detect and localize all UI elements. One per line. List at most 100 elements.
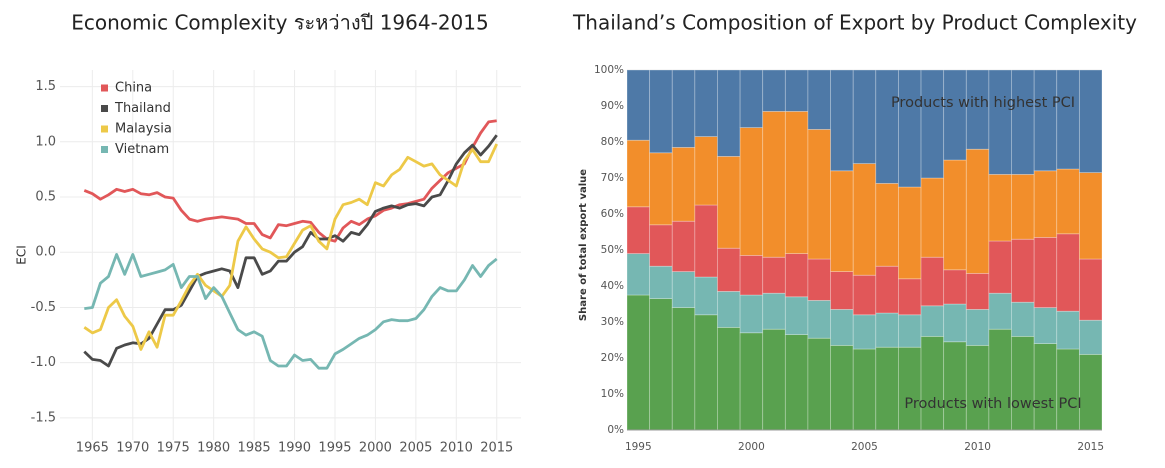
bar-segment bbox=[784, 69, 809, 112]
bar-segment bbox=[875, 346, 899, 431]
bar-segment bbox=[739, 127, 764, 256]
bar-segment bbox=[671, 146, 696, 222]
annotation: Products with lowest PCI bbox=[904, 396, 1081, 412]
legend-label: Thailand bbox=[114, 101, 171, 116]
bar-segment bbox=[694, 204, 718, 278]
legend-label: China bbox=[115, 81, 152, 96]
bar-segment bbox=[1011, 238, 1035, 303]
bar-segment bbox=[898, 69, 922, 188]
x-tick-label: 2000 bbox=[359, 441, 392, 456]
x-tick-label: 2005 bbox=[399, 441, 432, 456]
bar-segment bbox=[1056, 69, 1080, 170]
annotation: Products with highest PCI bbox=[891, 95, 1075, 111]
series-line bbox=[83, 134, 498, 368]
bar-segment bbox=[694, 136, 718, 206]
bar-segment bbox=[988, 328, 1012, 431]
y-tick-label: 30% bbox=[601, 316, 624, 328]
series-line bbox=[83, 119, 497, 243]
bar-segment bbox=[784, 111, 809, 254]
bar-segment bbox=[784, 334, 809, 431]
legend-swatch bbox=[101, 105, 108, 112]
series-line bbox=[83, 143, 498, 351]
bar-segment bbox=[762, 292, 786, 330]
y-tick-label: 50% bbox=[601, 244, 624, 256]
bar-segment bbox=[965, 272, 990, 310]
bar-segment bbox=[852, 163, 877, 276]
bar-segment bbox=[694, 314, 718, 431]
bar-segment bbox=[1033, 343, 1058, 431]
x-tick-label: 1995 bbox=[318, 441, 351, 456]
bar-segment bbox=[1011, 69, 1035, 175]
bar-segment bbox=[920, 256, 945, 307]
y-tick-label: 0% bbox=[607, 424, 624, 436]
bar-segment bbox=[875, 312, 899, 348]
x-tick-label: 1970 bbox=[116, 441, 149, 456]
chart-title: Thailand’s Composition of Export by Prod… bbox=[572, 11, 1137, 35]
bar-segment bbox=[988, 69, 1012, 175]
bar-segment bbox=[807, 128, 831, 260]
x-tick-label: 2015 bbox=[1077, 441, 1104, 453]
bar-segment bbox=[943, 69, 967, 161]
chart-title: Economic Complexity ระหว่างปี 1964-2015 bbox=[71, 11, 488, 35]
bar-segment bbox=[875, 69, 899, 184]
y-tick-label: 0.5 bbox=[35, 190, 56, 205]
y-tick-label: 20% bbox=[601, 352, 624, 364]
bar-segment bbox=[671, 271, 696, 309]
x-tick-label: 1975 bbox=[157, 441, 190, 456]
bar-segment bbox=[830, 69, 854, 172]
legend-label: Malaysia bbox=[115, 122, 172, 137]
x-tick-label: 1965 bbox=[76, 441, 109, 456]
bar-segment bbox=[717, 155, 741, 249]
bar-segment bbox=[1056, 348, 1080, 431]
y-tick-label: 70% bbox=[601, 172, 624, 184]
x-tick-label: 2010 bbox=[964, 441, 991, 453]
bar-segment bbox=[898, 278, 922, 316]
bar-segment bbox=[626, 206, 651, 255]
bar-segment bbox=[943, 269, 967, 305]
bar-segment bbox=[1011, 301, 1035, 337]
bar-segment bbox=[1033, 69, 1058, 172]
y-tick-label: 40% bbox=[601, 280, 624, 292]
bar-segment bbox=[784, 296, 809, 335]
bar-segment bbox=[830, 344, 854, 431]
bar-segment bbox=[694, 69, 718, 137]
bar-segment bbox=[807, 258, 831, 301]
bar-segment bbox=[671, 69, 696, 148]
bar-segment bbox=[920, 69, 945, 179]
bar-segment bbox=[898, 186, 922, 280]
bar-segment bbox=[1033, 170, 1058, 238]
y-tick-label: -0.5 bbox=[31, 300, 56, 315]
bar-segment bbox=[943, 303, 967, 343]
bar-segment bbox=[1033, 236, 1058, 308]
x-tick-label: 1985 bbox=[238, 441, 271, 456]
bar-segment bbox=[1056, 310, 1080, 350]
bar-segment bbox=[762, 111, 786, 258]
bar-segment bbox=[852, 314, 877, 350]
bar-segment bbox=[739, 332, 764, 431]
bar-segment bbox=[739, 294, 764, 334]
y-tick-label: 100% bbox=[594, 64, 624, 76]
bar-segment bbox=[988, 173, 1012, 242]
bar-segment bbox=[626, 69, 651, 141]
bar-segment bbox=[717, 69, 741, 157]
x-tick-label: 2005 bbox=[851, 441, 878, 453]
y-tick-label: 80% bbox=[601, 136, 624, 148]
y-axis-title: Share of total export value bbox=[578, 169, 589, 321]
x-tick-label: 1990 bbox=[278, 441, 311, 456]
bar-segment bbox=[717, 326, 741, 431]
bar-segment bbox=[965, 148, 990, 274]
bar-segment bbox=[649, 265, 673, 300]
bar-segment bbox=[1078, 172, 1103, 260]
bar-segment bbox=[671, 307, 696, 431]
bar-segment bbox=[671, 220, 696, 272]
bar-segment bbox=[898, 314, 922, 348]
bar-segment bbox=[1078, 258, 1103, 321]
bar-segment bbox=[943, 159, 967, 271]
bar-segment bbox=[898, 346, 922, 431]
bar-segment bbox=[965, 344, 990, 431]
bar-segment bbox=[1011, 173, 1035, 240]
x-tick-label: 1980 bbox=[197, 441, 230, 456]
bar-segment bbox=[649, 298, 673, 431]
x-tick-label: 2010 bbox=[440, 441, 473, 456]
